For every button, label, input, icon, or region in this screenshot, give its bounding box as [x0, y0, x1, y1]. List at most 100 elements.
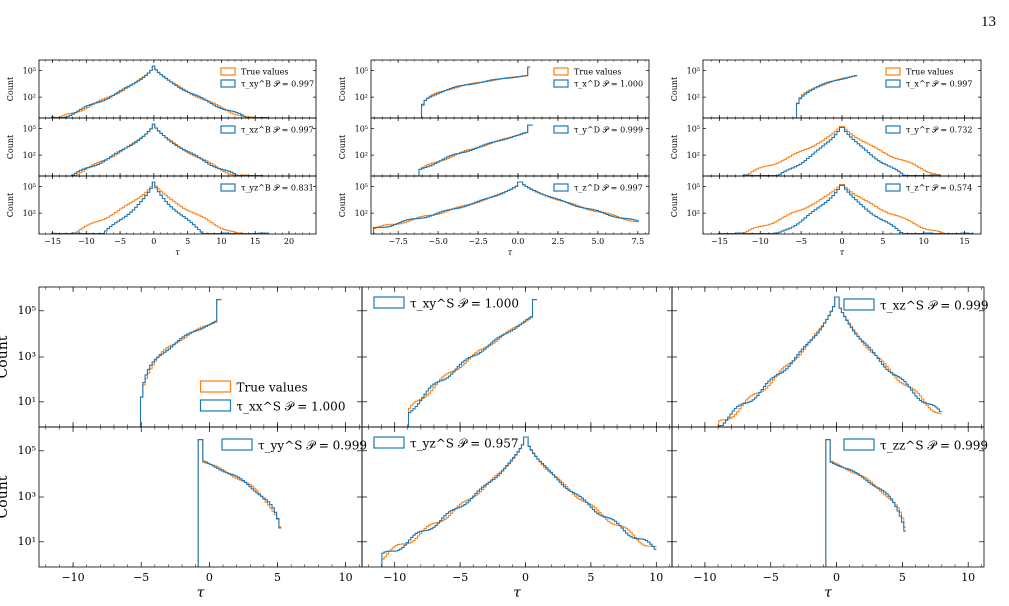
x-tick-label: 2.5	[552, 237, 565, 246]
y-tick-label: 10²	[687, 93, 700, 102]
axes-frame	[38, 175, 317, 235]
x-tick-label: 5	[274, 571, 281, 584]
panel-r-1: 10⁵ 10² Count τ_y^r 𝒫 = 0.732	[670, 117, 982, 177]
true-values-line	[421, 66, 531, 118]
panel-S-0: 10⁵ 10³ 10¹ Count True values τ_xx^S 𝒫 = 1.00…	[0, 286, 363, 428]
predicted-line	[718, 296, 942, 427]
x-axis-label: τ	[175, 248, 180, 257]
x-axis-label: τ	[840, 248, 845, 257]
legend-entry: τ_yz^S 𝒫 = 0.957	[410, 437, 519, 451]
legend-entry: True values	[906, 68, 953, 77]
legend-entry: τ_y^D 𝒫 = 0.999	[574, 126, 643, 135]
x-tick-label: −5	[763, 571, 779, 584]
y-tick-label: 10²	[23, 151, 36, 160]
x-axis-label: τ	[824, 585, 832, 601]
legend-swatch	[199, 380, 232, 393]
x-tick-label: −5	[452, 571, 468, 584]
true-values-line	[381, 436, 657, 567]
y-tick-label: 10⁵	[355, 182, 368, 191]
y-tick-label: 10²	[23, 209, 36, 218]
legend-entry: τ_x^D 𝒫 = 1.000	[574, 80, 643, 89]
y-tick-label: 10⁵	[23, 124, 36, 133]
legend-entry: τ_xz^S 𝒫 = 0.999	[880, 299, 989, 313]
true-values-line	[742, 125, 941, 176]
legend-entry: True values	[241, 68, 288, 77]
predicted-line	[51, 181, 269, 235]
legend-swatch	[220, 79, 236, 88]
x-tick-label: 10	[649, 571, 663, 584]
y-tick-label: 10⁵	[23, 182, 36, 191]
x-tick-label: −2.5	[468, 237, 487, 246]
legend-swatch	[885, 67, 901, 76]
x-axis-label: τ	[513, 585, 521, 601]
y-axis-label: Count	[6, 76, 15, 101]
y-tick-label: 10³	[18, 350, 36, 363]
x-tick-label: −5.0	[428, 237, 447, 246]
true-values-line	[51, 181, 269, 234]
legend-swatch	[220, 183, 236, 192]
legend-swatch	[885, 125, 901, 134]
panel-S-4: τ_yz^S 𝒫 = 0.957 −10 −5 0 5 10 τ	[361, 426, 673, 601]
predicted-line	[717, 184, 974, 235]
legend-entry: τ_yy^S 𝒫 = 0.999	[258, 439, 367, 453]
x-tick-label: 0	[206, 571, 213, 584]
y-axis-label: Count	[670, 192, 679, 217]
x-tick-label: 10	[339, 571, 353, 584]
panel-D-2: 10⁵ 10² Count τ_z^D 𝒫 = 0.997 −7.5 −5.0 −2.5 0.…	[338, 175, 650, 257]
true-values-line	[71, 123, 264, 176]
x-tick-label: 15	[250, 237, 260, 246]
y-tick-label: 10¹	[18, 535, 36, 548]
x-tick-label: 10	[919, 237, 929, 246]
y-tick-label: 10¹	[18, 395, 36, 408]
x-tick-label: 5	[899, 571, 906, 584]
legend-swatch	[885, 79, 901, 88]
y-tick-label: 10⁵	[23, 66, 36, 75]
y-axis-label: Count	[338, 134, 347, 159]
predicted-line	[742, 126, 941, 177]
legend-swatch	[553, 183, 569, 192]
x-tick-label: 15	[960, 237, 970, 246]
y-axis-label: Count	[670, 76, 679, 101]
panel-r-2: 10⁵ 10² Count τ_z^r 𝒫 = 0.574 −15 −10 −5 0 5 10 15…	[670, 175, 982, 257]
y-axis-label: Count	[338, 192, 347, 217]
y-tick-label: 10⁵	[18, 304, 36, 317]
legend-swatch	[843, 298, 875, 311]
legend-swatch	[220, 125, 236, 134]
y-tick-label: 10²	[355, 151, 368, 160]
legend-entry: τ_xz^B 𝒫 = 0.997	[241, 126, 314, 135]
predicted-line	[372, 181, 639, 234]
x-tick-label: −15	[711, 237, 728, 246]
legend-entry: True values	[237, 381, 308, 395]
legend-swatch	[221, 438, 253, 451]
predicted-line	[407, 299, 537, 427]
x-tick-label: 5	[185, 237, 190, 246]
predicted-line	[795, 75, 858, 118]
y-axis-label: Count	[0, 335, 11, 378]
page-number: 13	[981, 14, 996, 30]
y-axis-label: Count	[338, 76, 347, 101]
y-tick-label: 10⁵	[687, 182, 700, 191]
predicted-line	[51, 65, 269, 119]
legend-entry: True values	[574, 68, 621, 77]
legend-entry: τ_z^D 𝒫 = 0.997	[574, 184, 643, 193]
legend-entry: τ_xy^S 𝒫 = 1.000	[410, 297, 519, 311]
y-tick-label: 10⁵	[355, 124, 368, 133]
panel-B-0: 10⁵ 10² Count True values τ_xy^B 𝒫 = 0.997	[6, 59, 317, 119]
true-values-line	[718, 296, 942, 427]
x-tick-label: 5	[587, 571, 594, 584]
panel-S-3: 10⁵ 10³ 10¹ Count τ_yy^S 𝒫 = 0.999 −10 −5 0 5 10 τ	[0, 426, 367, 601]
y-tick-label: 10⁵	[355, 66, 368, 75]
x-tick-label: 20	[284, 237, 294, 246]
x-tick-label: 10	[961, 571, 975, 584]
x-tick-label: 5.0	[592, 237, 605, 246]
predicted-line	[825, 439, 906, 567]
x-tick-label: 10	[216, 237, 226, 246]
y-tick-label: 10⁵	[687, 66, 700, 75]
legend-swatch	[553, 125, 569, 134]
x-tick-label: 0.0	[512, 237, 525, 246]
y-tick-label: 10³	[18, 490, 36, 503]
legend-entry: τ_z^r 𝒫 = 0.574	[906, 184, 972, 193]
y-axis-label: Count	[670, 134, 679, 159]
legend-entry: τ_y^r 𝒫 = 0.732	[906, 126, 972, 135]
legend-swatch	[373, 296, 405, 309]
